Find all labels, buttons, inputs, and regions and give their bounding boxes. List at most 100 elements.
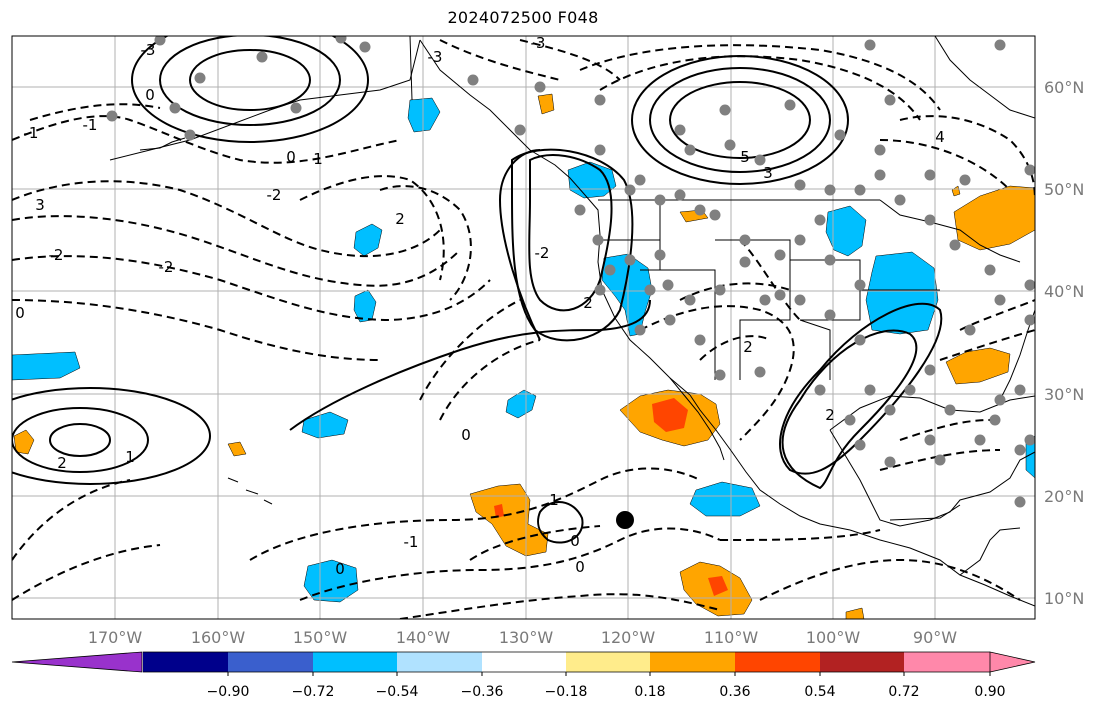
negative-anomaly-patch [407,97,441,133]
negative-anomaly-patch [505,389,537,419]
map-frame [11,35,1036,620]
latitude-label: 30°N [1044,385,1084,404]
colorbar-segment [820,652,904,672]
colorbar-tick-label: 0.36 [719,684,750,700]
station-dot [514,124,526,136]
station-dot [359,41,371,53]
negative-anomaly-patch [301,411,349,439]
station-dot [854,279,866,291]
positive-anomaly-patch [469,483,549,557]
longitude-label: 160°W [191,628,246,647]
station-dot [794,179,806,191]
longitude-label: 170°W [88,628,143,647]
contour-label: -2 [49,246,64,264]
negative-anomaly-patch [12,351,81,381]
station-dot [894,194,906,206]
contour-label: 1 [313,150,323,168]
graticule [12,36,1035,619]
station-dot [694,334,706,346]
contour-label: 2 [57,454,67,472]
contour-label: -3 [531,34,546,52]
station-dot [934,454,946,466]
station-dot [784,99,796,111]
station-dot [467,74,479,86]
colorbar-segment [313,652,397,672]
station-markers [106,36,1035,508]
station-dot [624,254,636,266]
positive-anomaly-patch [845,607,865,619]
station-dot [814,384,826,396]
station-dot [774,249,786,261]
contour-label: 0 [461,426,471,444]
station-dot [844,414,856,426]
station-dot [739,256,751,268]
station-dot [944,404,956,416]
contour-label: 0 [335,560,345,578]
negative-contours [12,39,1035,619]
colorbar-segment [397,652,482,672]
contour-label: -2 [159,258,174,276]
station-dot [719,104,731,116]
longitude-label: 100°W [806,628,861,647]
station-dot [684,294,696,306]
station-dot [335,36,347,44]
station-dot [714,284,726,296]
station-dot [794,234,806,246]
station-dot [169,102,181,114]
contour-label: -3 [141,41,156,59]
colorbar-tick-label: −0.72 [292,684,335,700]
contours [12,36,1035,619]
station-dot [959,174,971,186]
colorbar-segment [904,652,990,672]
station-dot [1014,384,1026,396]
contour-label: 3 [35,196,45,214]
strong-positive-anomaly-patch [708,576,728,596]
station-dot [854,334,866,346]
colorbar: −0.90 −0.72 −0.54 −0.36 −0.18 0.18 0.36 0.54 0.7… [11,651,1036,700]
contour-label: -1 [83,116,98,134]
station-dot [924,364,936,376]
station-dot [654,194,666,206]
longitude-label: 90°W [913,628,957,647]
contour-label: 0 [570,532,580,550]
contour-label: 0 [286,148,296,166]
colorbar-tick-label: 0.90 [974,684,1005,700]
colorbar-segment [228,652,313,672]
station-dot [534,81,546,93]
station-dot [904,384,916,396]
latitude-label: 20°N [1044,487,1084,506]
station-dot [864,39,876,51]
station-dot [684,144,696,156]
station-dot [834,129,846,141]
station-dot [864,384,876,396]
longitude-label: 140°W [396,628,451,647]
station-dot [592,234,604,246]
station-dot [884,456,896,468]
station-dot [984,264,996,276]
contour-label: 1 [125,448,135,466]
colorbar-extend-min [11,651,143,673]
latitude-labels: 60°N 50°N 40°N 30°N 20°N 10°N [1044,78,1084,608]
station-dot [854,439,866,451]
station-dot [654,249,666,261]
station-dot [874,169,886,181]
station-dot [644,284,656,296]
contour-label: -3 [428,48,443,66]
station-dot [794,294,806,306]
colorbar-segment [735,652,820,672]
negative-anomaly-patch [825,205,867,257]
latitude-label: 10°N [1044,589,1084,608]
longitude-label: 150°W [293,628,348,647]
station-dot [1024,314,1035,326]
station-dot [824,254,836,266]
contour-label: 0 [145,86,155,104]
station-dot [754,154,766,166]
station-dot [634,324,646,336]
longitude-labels: 170°W 160°W 150°W 140°W 130°W 120°W 110°W 100°W… [88,628,957,647]
storm-center-dot [616,511,634,529]
contour-label: 3 [763,164,773,182]
positive-anomaly-regions [13,93,1035,619]
station-dot [594,284,606,296]
contour-label: 0 [15,304,25,322]
